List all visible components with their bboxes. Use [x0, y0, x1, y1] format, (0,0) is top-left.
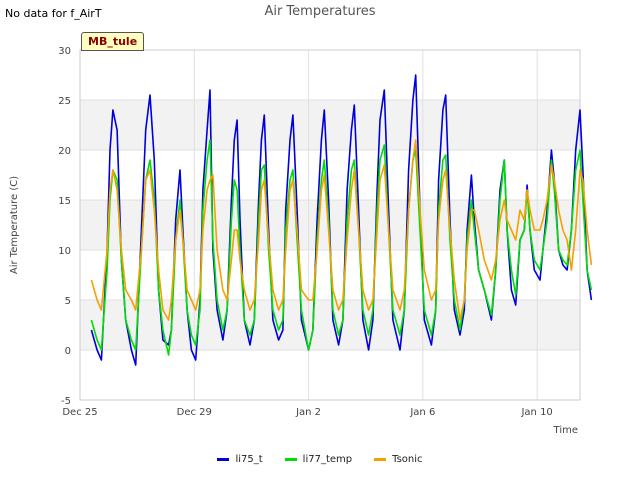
legend-label: li77_temp: [302, 454, 353, 465]
legend-swatch: [284, 458, 297, 461]
chart-title: Air Temperatures: [264, 4, 375, 19]
x-axis-ticks: Dec 25 Dec 29 Jan 2 Jan 6 Jan 10: [62, 407, 552, 418]
y-tick-label: 15: [58, 196, 71, 207]
legend-swatch: [217, 458, 230, 461]
x-tick-label: Dec 29: [177, 407, 212, 418]
y-tick-label: 20: [58, 146, 71, 157]
legend-item: Tsonic: [374, 454, 423, 465]
plot-frame: [79, 49, 581, 401]
no-data-note: No data for f_AirT: [5, 7, 102, 20]
x-tick-label: Dec 25: [62, 407, 97, 418]
y-axis-title: Air Temperature (C): [9, 176, 20, 274]
y-tick-label: 30: [58, 46, 71, 57]
legend-swatch: [374, 458, 387, 461]
site-badge: MB_tule: [81, 32, 145, 51]
y-tick-label: 5: [65, 296, 71, 307]
legend-label: li75_t: [235, 454, 263, 465]
y-tick-label: 25: [58, 96, 71, 107]
x-axis-title: Time: [553, 425, 578, 436]
series-line-tsonic: [90, 139, 593, 321]
x-tick-label: Jan 10: [520, 407, 552, 418]
x-tick-label: Jan 6: [409, 407, 435, 418]
y-tick-label: 0: [65, 346, 71, 357]
y-tick-label: 10: [58, 246, 71, 257]
legend-item: li77_temp: [284, 454, 353, 465]
series-line-li75-t: [90, 74, 593, 366]
series-line-li77-temp: [90, 139, 593, 356]
plot-band: [80, 100, 580, 150]
y-axis-ticks: -5 0 5 10 15 20 25 30: [58, 46, 71, 407]
x-tick-label: Jan 2: [295, 407, 321, 418]
series-lines: [90, 74, 593, 366]
plot-band: [80, 300, 580, 350]
chart-legend: li75_t li77_temp Tsonic: [0, 454, 640, 465]
legend-label: Tsonic: [392, 454, 423, 465]
y-tick-label: -5: [61, 396, 71, 407]
legend-item: li75_t: [217, 454, 263, 465]
